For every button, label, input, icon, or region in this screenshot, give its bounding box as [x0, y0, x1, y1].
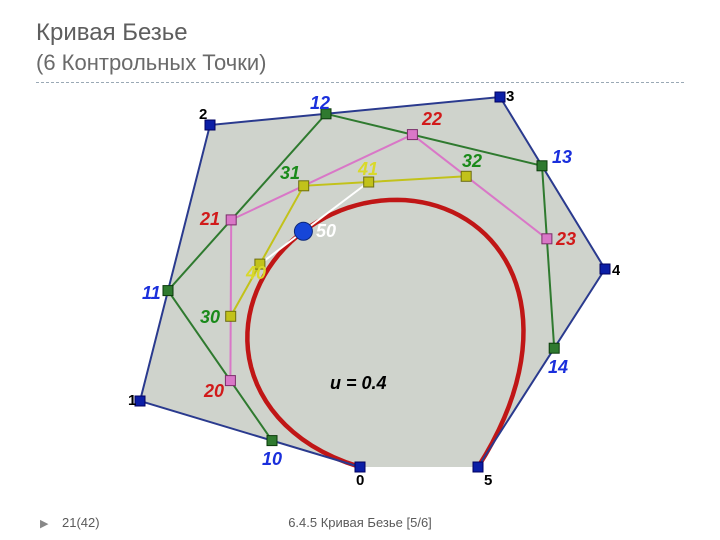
svg-text:10: 10 — [262, 449, 282, 469]
svg-text:1: 1 — [128, 392, 136, 409]
svg-text:2: 2 — [199, 106, 207, 123]
svg-text:32: 32 — [462, 151, 482, 171]
svg-text:12: 12 — [310, 93, 330, 113]
svg-text:40: 40 — [245, 263, 266, 283]
svg-text:30: 30 — [200, 307, 220, 327]
svg-text:41: 41 — [357, 159, 378, 179]
svg-text:5: 5 — [484, 472, 492, 489]
svg-text:3: 3 — [506, 89, 514, 105]
figure-container: 012345101112131420212223303132404150u = … — [36, 89, 684, 489]
svg-text:0: 0 — [356, 472, 364, 489]
slide-subtitle: (6 Контрольных Точки) — [36, 50, 684, 76]
svg-text:23: 23 — [555, 229, 576, 249]
title-divider — [36, 82, 684, 83]
footer-caption: 6.4.5 Кривая Безье [5/6] — [0, 515, 720, 530]
bezier-diagram: 012345101112131420212223303132404150u = … — [100, 89, 620, 489]
svg-text:50: 50 — [316, 221, 336, 241]
slide-title: Кривая Безье — [36, 18, 684, 48]
slide: Кривая Безье (6 Контрольных Точки) 01234… — [0, 0, 720, 540]
svg-text:31: 31 — [280, 163, 300, 183]
svg-text:20: 20 — [203, 381, 224, 401]
svg-text:22: 22 — [421, 109, 442, 129]
svg-text:21: 21 — [199, 209, 220, 229]
svg-text:13: 13 — [552, 147, 572, 167]
svg-text:11: 11 — [142, 283, 161, 303]
svg-text:14: 14 — [548, 357, 568, 377]
svg-text:u = 0.4: u = 0.4 — [330, 373, 387, 393]
svg-text:4: 4 — [612, 262, 620, 279]
